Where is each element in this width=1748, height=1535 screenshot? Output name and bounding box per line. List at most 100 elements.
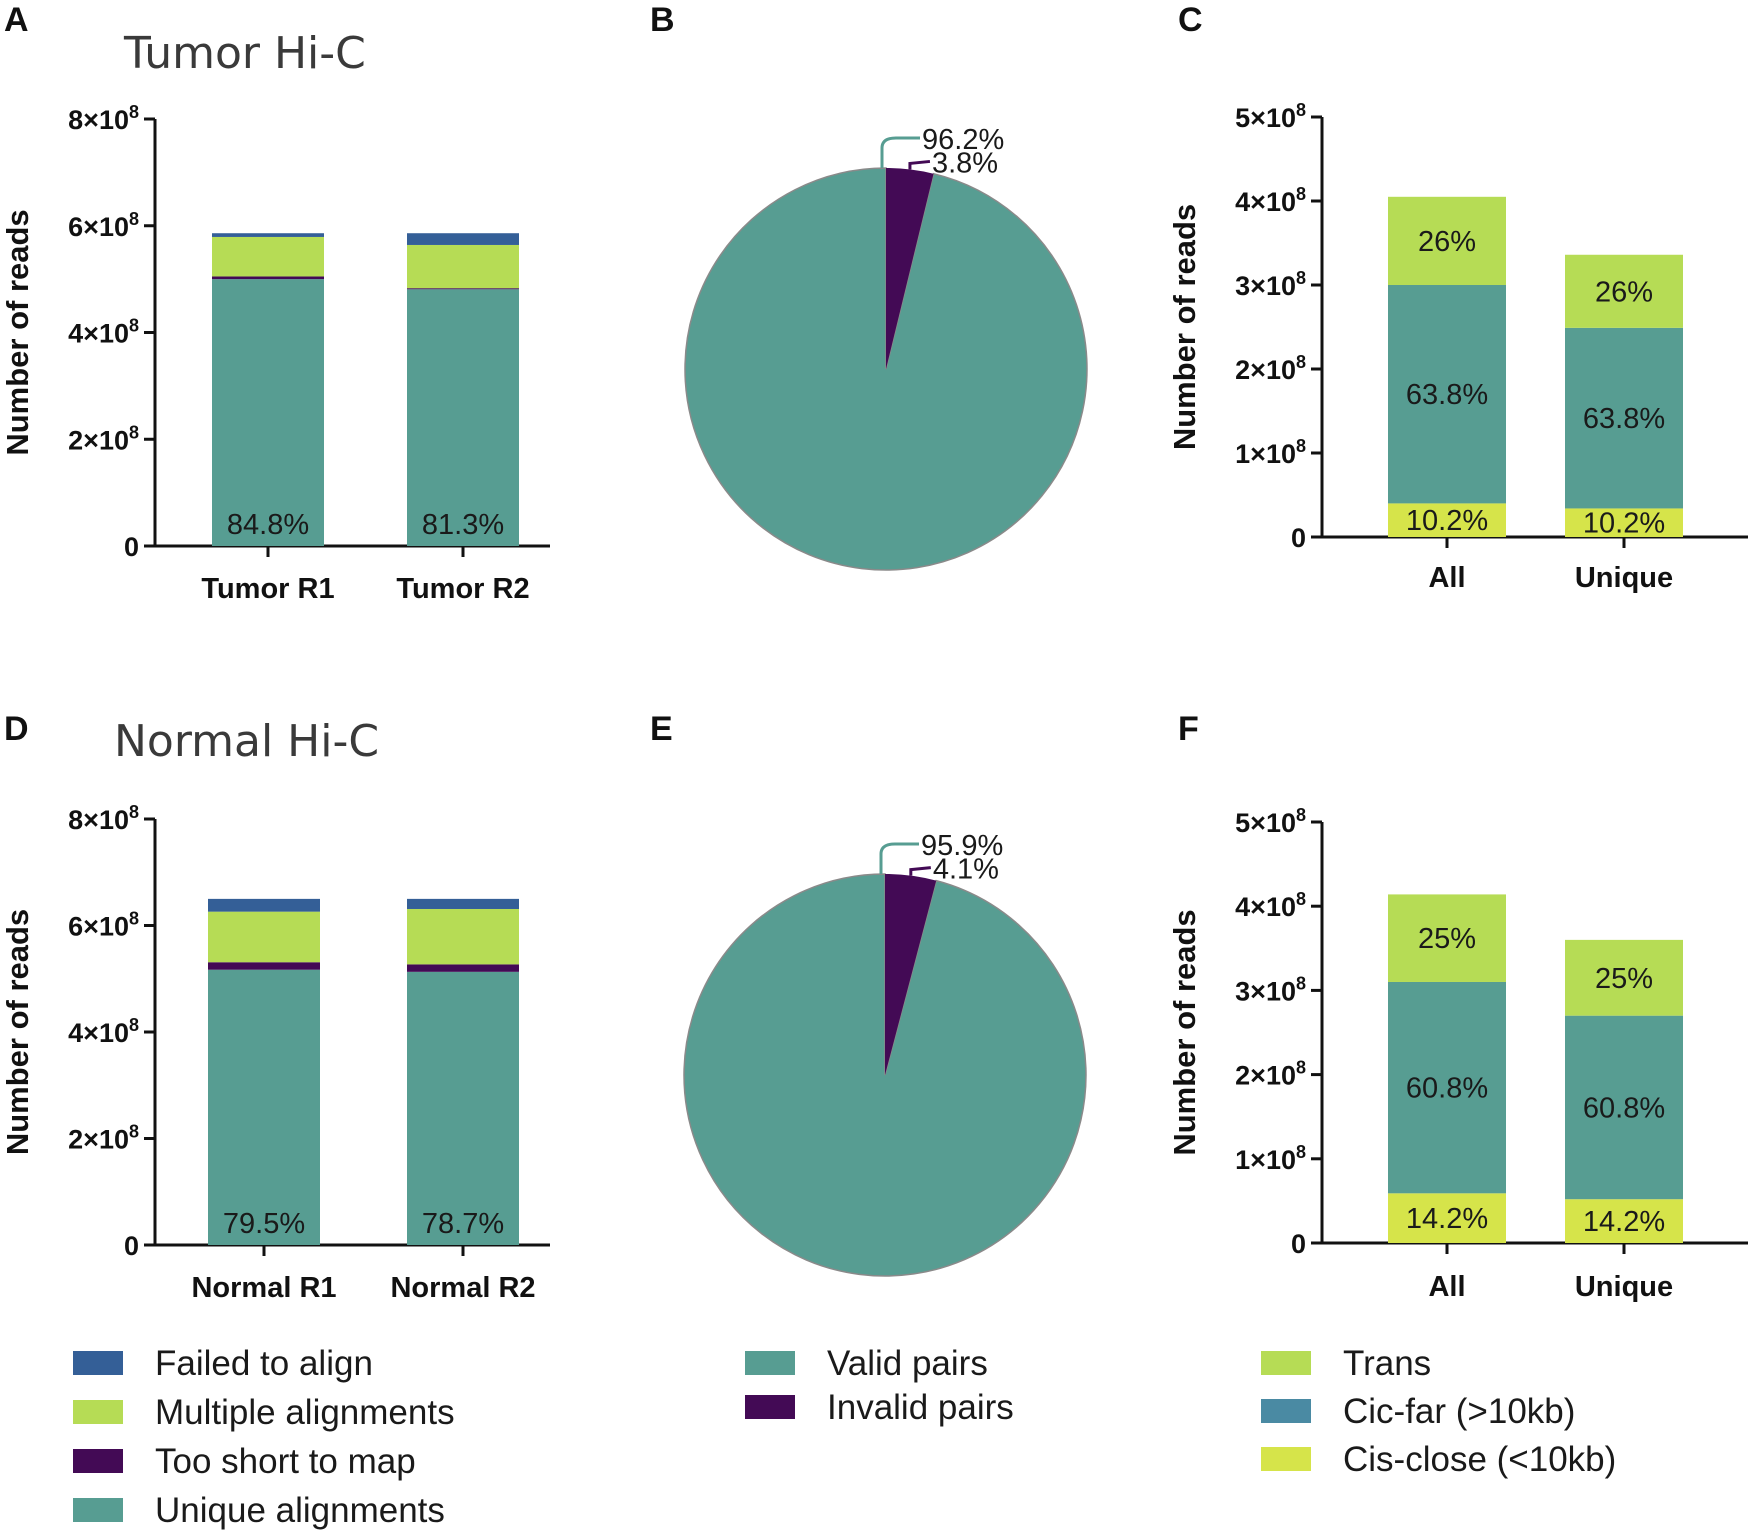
bar-segment: [208, 962, 320, 970]
bar-segment: [208, 911, 320, 963]
bar-segment: [407, 244, 519, 289]
leader-line-valid: [880, 136, 920, 168]
chart-title-normal: Normal Hi-C: [114, 716, 379, 767]
y-tick-label: 3×108: [1235, 973, 1306, 1006]
legend-contacts: Trans Cic-far (>10kb) Cis-close (<10kb): [1261, 1344, 1616, 1479]
legend-pairs: Valid pairs Invalid pairs: [745, 1344, 1014, 1427]
y-tick-label: 3×108: [1235, 268, 1306, 301]
data-label: 63.8%: [1406, 379, 1488, 411]
bar-segment: [407, 898, 519, 909]
y-tick-label: 0: [1291, 1229, 1306, 1259]
y-tick-label: 8×108: [68, 102, 139, 135]
legend-label: Unique alignments: [155, 1491, 445, 1530]
y-tick-label: 4×108: [68, 316, 139, 349]
bar-segment: [1388, 981, 1506, 1194]
leader-line-valid: [879, 842, 919, 874]
pie-slice-valid: [684, 167, 1088, 571]
pie-label-invalid: 4.1%: [933, 854, 999, 886]
legend-label: Trans: [1343, 1344, 1431, 1383]
y-axis-title: Number of reads: [0, 209, 35, 455]
bar-segment: [1565, 508, 1683, 537]
y-tick-label: 2×108: [68, 1122, 139, 1155]
y-tick-label: 0: [124, 1231, 139, 1261]
bar-segment: [1388, 285, 1506, 504]
x-tick-label: Unique: [1575, 1271, 1673, 1303]
bar-segment: [212, 233, 324, 237]
data-label: 63.8%: [1583, 403, 1665, 435]
x-tick-label: Tumor R1: [201, 573, 334, 605]
pie-label-valid: 95.9%: [921, 830, 1003, 862]
bar-segment: [1565, 1015, 1683, 1200]
y-axis-title: Number of reads: [0, 909, 35, 1155]
data-label: 78.7%: [422, 1208, 504, 1240]
bar-segment: [407, 289, 519, 546]
leader-line-invalid: [909, 866, 931, 876]
legend-swatch: [1261, 1447, 1311, 1471]
x-tick-label: Normal R2: [390, 1272, 535, 1304]
chart-d-normal-alignment: 0 2×108 4×108 6×108 8×108 Number of reads 79.5…: [0, 802, 550, 1304]
y-axis-title: Number of reads: [1167, 204, 1202, 450]
legend-swatch: [73, 1351, 123, 1375]
chart-title-tumor: Tumor Hi-C: [123, 28, 366, 79]
bar-segment: [407, 233, 519, 245]
legend-swatch: [1261, 1351, 1311, 1375]
pie-slice-invalid: [885, 874, 937, 1075]
bar-segment: [1565, 1199, 1683, 1243]
bar-segment: [1565, 254, 1683, 328]
chart-c-tumor-contacts: 0 1×108 2×108 3×108 4×108 5×108 Number of read…: [1167, 100, 1748, 594]
y-tick-label: 1×108: [1235, 436, 1306, 469]
data-label: 14.2%: [1406, 1203, 1488, 1235]
bar-segment: [208, 898, 320, 912]
bar-segment: [1565, 327, 1683, 509]
chart-b-tumor-pairs-pie: 96.2%3.8%: [684, 124, 1088, 571]
x-tick-label: Unique: [1575, 562, 1673, 594]
legend-swatch: [745, 1395, 795, 1419]
bar-segment: [208, 969, 320, 1245]
pie-label-valid: 96.2%: [922, 124, 1004, 156]
legend-label: Too short to map: [155, 1442, 416, 1481]
legend-swatch: [1261, 1399, 1311, 1423]
y-tick-label: 0: [1291, 523, 1306, 553]
bar-segment: [1388, 1193, 1506, 1243]
data-label: 14.2%: [1583, 1206, 1665, 1238]
panel-letter: C: [1178, 1, 1203, 39]
chart-e-normal-pairs-pie: 95.9%4.1%: [683, 830, 1087, 1277]
bar-segment: [407, 971, 519, 1245]
y-tick-label: 1×108: [1235, 1142, 1306, 1175]
x-tick-label: All: [1428, 1271, 1465, 1303]
data-label: 79.5%: [223, 1208, 305, 1240]
data-label: 10.2%: [1406, 505, 1488, 537]
bar-segment: [1388, 503, 1506, 537]
data-label: 10.2%: [1583, 508, 1665, 540]
legend-label: Cic-far (>10kb): [1343, 1392, 1575, 1431]
pie-label-invalid: 3.8%: [932, 147, 998, 179]
bar-segment: [1388, 196, 1506, 285]
y-tick-label: 2×108: [68, 422, 139, 455]
panel-letter: E: [650, 710, 673, 748]
bar-segment: [212, 279, 324, 546]
legend-swatch: [73, 1449, 123, 1473]
panel-letter: B: [650, 1, 675, 39]
data-label: 60.8%: [1583, 1092, 1665, 1124]
pie-slice-invalid: [886, 168, 934, 369]
y-tick-label: 5×108: [1235, 805, 1306, 838]
x-tick-label: All: [1428, 562, 1465, 594]
legend-label: Multiple alignments: [155, 1393, 455, 1432]
x-tick-label: Normal R1: [191, 1272, 336, 1304]
legend-label: Valid pairs: [827, 1344, 988, 1383]
bar-segment: [212, 276, 324, 280]
bar-segment: [407, 964, 519, 972]
y-axis-title: Number of reads: [1167, 909, 1202, 1155]
panel-letter: D: [4, 710, 29, 748]
data-label: 25%: [1418, 923, 1476, 955]
bar-segment: [1565, 939, 1683, 1016]
pie-slice-valid: [683, 873, 1087, 1277]
legend-label: Failed to align: [155, 1344, 373, 1383]
bar-segment: [407, 908, 519, 965]
y-tick-label: 4×108: [1235, 184, 1306, 217]
y-tick-label: 0: [124, 532, 139, 562]
y-tick-label: 8×108: [68, 802, 139, 835]
bar-segment: [407, 288, 519, 290]
x-tick-label: Tumor R2: [396, 573, 529, 605]
